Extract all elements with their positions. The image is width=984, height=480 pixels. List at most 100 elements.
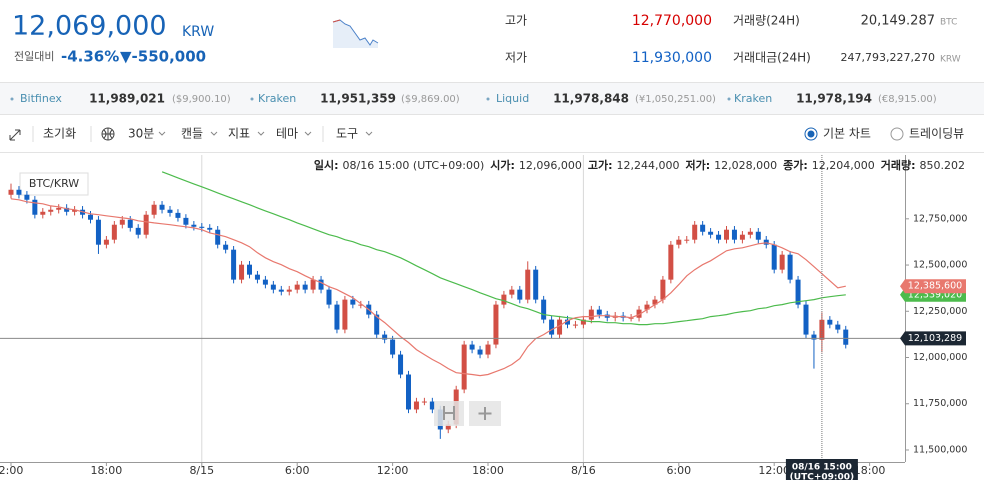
- radio-basic[interactable]: [804, 127, 818, 141]
- bullet: [10, 97, 14, 101]
- candle-body: [588, 309, 594, 320]
- candle-body: [286, 289, 292, 292]
- x-tick-label: 2:00: [0, 464, 23, 477]
- candle-body: [56, 207, 62, 210]
- indicators-menu[interactable]: 지표: [228, 127, 250, 141]
- candle-body: [811, 334, 817, 340]
- y-tick-label: 12,500,000: [913, 260, 967, 271]
- candle-body: [406, 374, 411, 410]
- info-value: 850.202: [920, 159, 966, 172]
- exchange-price: 11,978,194: [796, 92, 872, 106]
- currency: KRW: [182, 24, 214, 40]
- candle-body: [724, 229, 729, 240]
- x-tick-label: 8/15: [189, 464, 214, 477]
- stat-value: 11,930,000: [632, 50, 712, 66]
- exchange-name: Bitfinex: [20, 92, 62, 105]
- candle-body: [700, 224, 706, 232]
- x-tick-label: 6:00: [285, 464, 310, 477]
- candle-body: [763, 239, 769, 245]
- candle-body: [660, 279, 666, 300]
- candle-body: [469, 344, 475, 350]
- candle-body: [72, 209, 78, 212]
- value-badge: [900, 279, 966, 294]
- info-value: 12,204,000: [812, 159, 875, 172]
- candle-body: [795, 279, 801, 305]
- candle-body: [731, 229, 737, 240]
- candle-body: [803, 304, 809, 335]
- y-tick-label: 12,750,000: [913, 213, 967, 224]
- candle-body: [716, 234, 722, 240]
- theme-menu[interactable]: 테마: [276, 127, 298, 141]
- stat-unit: KRW: [940, 55, 961, 65]
- candle-body: [95, 219, 101, 245]
- candle-body: [382, 334, 388, 340]
- interval-menu[interactable]: 30분: [128, 127, 154, 141]
- stat-unit: BTC: [940, 18, 957, 28]
- exchange-bar: [0, 83, 984, 114]
- radio-tradingview[interactable]: [890, 127, 904, 141]
- expand-icon[interactable]: [9, 129, 21, 141]
- candle-body: [8, 189, 14, 195]
- candle-body: [827, 319, 833, 325]
- bullet: [727, 97, 731, 101]
- value-badge-label: 12,385,600: [908, 281, 962, 292]
- candle-body: [231, 249, 237, 280]
- candle-body: [676, 239, 682, 245]
- candle-body: [580, 319, 586, 325]
- candle-body: [525, 269, 531, 300]
- candle-body: [183, 217, 189, 225]
- x-tick-label: 18:00: [472, 464, 504, 477]
- exchange-name: Kraken: [734, 92, 772, 105]
- tradingview-option[interactable]: 트레이딩뷰: [909, 127, 964, 141]
- candle-body: [533, 269, 539, 300]
- candle-body: [374, 314, 380, 335]
- stat-label: 거래대금(24H): [733, 51, 811, 65]
- candle-body: [684, 239, 690, 241]
- candle-body: [207, 227, 213, 230]
- candle-body: [835, 324, 841, 330]
- info-label: 일시:: [314, 158, 339, 172]
- info-value: 08/16 15:00 (UTC+09:00): [343, 159, 485, 172]
- candle-body: [302, 284, 308, 290]
- candle-body: [739, 234, 745, 240]
- candle-body: [509, 289, 515, 295]
- tools-menu[interactable]: 도구: [336, 127, 358, 141]
- candle-body: [398, 354, 404, 375]
- value-badge: [900, 331, 966, 346]
- info-label: 시가:: [490, 158, 515, 172]
- change-label: 전일대비: [14, 49, 54, 63]
- reset-button[interactable]: 초기화: [43, 127, 76, 141]
- candle-body: [294, 284, 300, 290]
- value-badge-label: 12,103,289: [908, 333, 962, 344]
- candle-body: [461, 344, 467, 390]
- candle-body: [413, 401, 419, 410]
- exchange-foreign: ($9,900.10): [172, 94, 231, 105]
- basic-chart-option[interactable]: 기본 차트: [823, 127, 871, 141]
- y-tick-label: 11,500,000: [913, 444, 967, 455]
- sparkline: [332, 19, 379, 48]
- candle-body: [262, 279, 268, 285]
- candle-body: [40, 211, 46, 215]
- chart-type-menu[interactable]: 캔들: [181, 127, 203, 141]
- candle-body: [64, 207, 70, 212]
- candle-body: [358, 304, 364, 306]
- candle-body: [326, 289, 332, 305]
- info-label: 고가:: [588, 158, 613, 172]
- bullet: [486, 97, 490, 101]
- candle-body: [557, 319, 563, 335]
- candle-body: [151, 204, 157, 215]
- exchange-name: Liquid: [496, 92, 529, 105]
- candle-body: [485, 344, 491, 355]
- candle-body: [652, 299, 658, 305]
- candle-body: [644, 304, 650, 310]
- info-label: 종가:: [783, 158, 808, 172]
- x-tick-label: 18:00: [854, 464, 886, 477]
- candle-body: [541, 299, 547, 320]
- candle-body: [668, 244, 674, 280]
- candle-body: [549, 319, 555, 335]
- current-price: 12,069,000: [12, 11, 167, 42]
- exchange-foreign: (¥1,050,251.00): [635, 94, 716, 105]
- candle-body: [572, 324, 578, 326]
- candle-body: [493, 304, 499, 345]
